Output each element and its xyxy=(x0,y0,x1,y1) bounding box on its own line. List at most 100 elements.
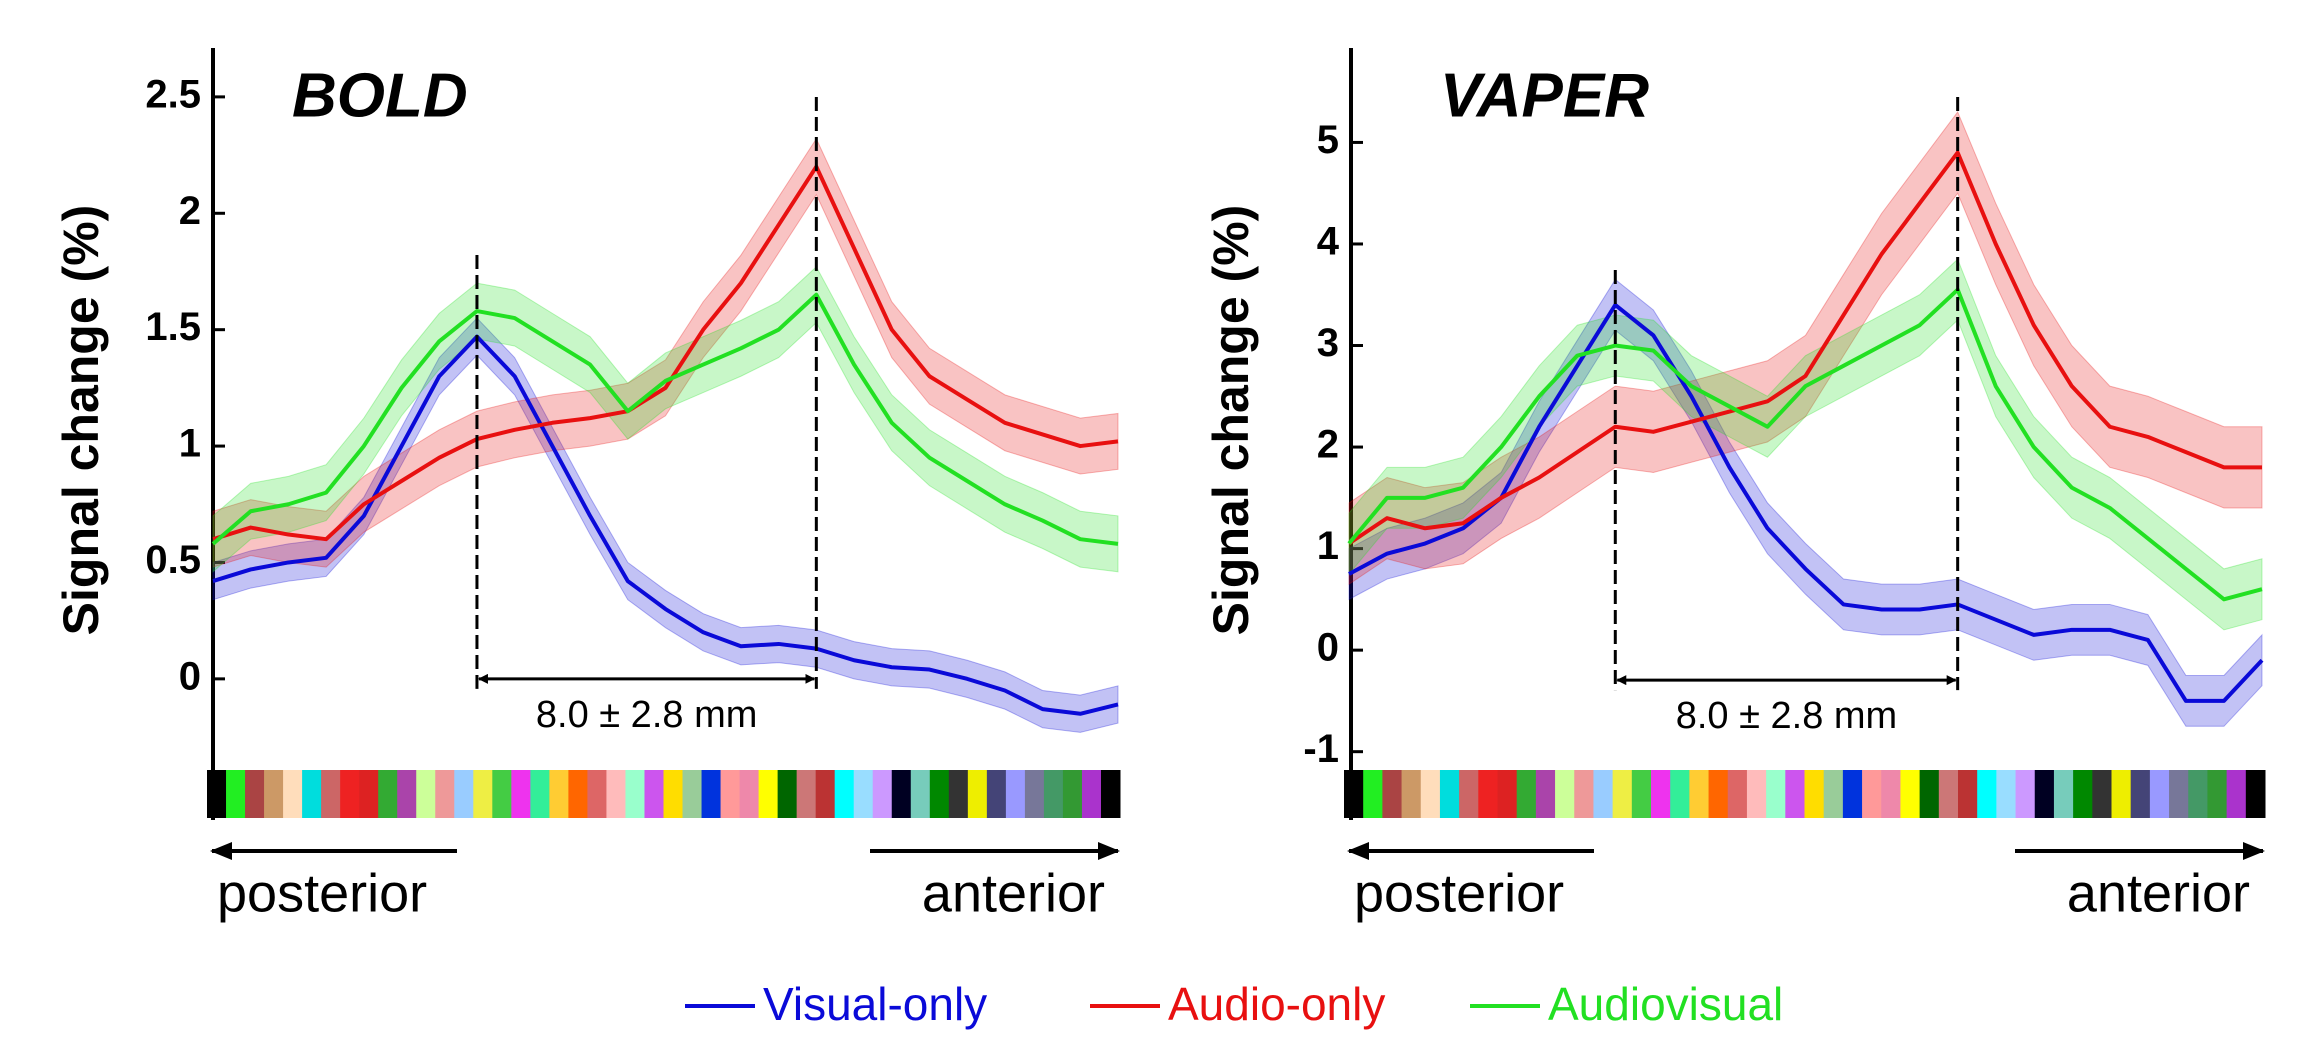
depth-strip-cell xyxy=(758,770,779,818)
depth-strip-cell xyxy=(853,770,874,818)
y-axis-label: Signal change (%) xyxy=(53,205,109,636)
depth-strip-cell xyxy=(834,770,855,818)
depth-strip-cell xyxy=(1823,770,1844,818)
depth-strip-cell xyxy=(739,770,760,818)
depth-strip-cell xyxy=(1804,770,1825,818)
legend-label: Audio-only xyxy=(1168,978,1385,1030)
depth-strip-cell xyxy=(549,770,569,818)
depth-strip-cell xyxy=(2149,770,2170,818)
error-band xyxy=(212,317,1119,733)
y-axis-label: Signal change (%) xyxy=(1203,205,1259,636)
y-tick-label: 0.5 xyxy=(145,538,201,582)
posterior-label: posterior xyxy=(217,863,427,923)
depth-strip-cell xyxy=(511,770,531,818)
depth-strip-cell xyxy=(378,770,398,818)
depth-strip-cell xyxy=(321,770,341,818)
error-band xyxy=(1348,278,2263,727)
y-tick-label: 5 xyxy=(1317,118,1339,162)
depth-strip-cell xyxy=(1535,770,1556,818)
depth-strip-cell xyxy=(1478,770,1498,818)
depth-strip-cell xyxy=(1612,770,1633,818)
depth-strip-cell xyxy=(663,770,684,818)
error-band xyxy=(1348,258,2263,631)
depth-strip-cell xyxy=(2034,770,2055,818)
depth-strip-cell xyxy=(435,770,455,818)
depth-strip-cell xyxy=(1958,770,1978,818)
legend-label: Audiovisual xyxy=(1548,978,1783,1030)
depth-strip-cell xyxy=(1401,770,1422,818)
depth-strip-cell xyxy=(416,770,436,818)
depth-strip-cell xyxy=(1459,770,1479,818)
depth-strip-cell xyxy=(2092,770,2112,818)
depth-strip-cell xyxy=(1727,770,1748,818)
depth-strip-cell xyxy=(397,770,417,818)
depth-strip-cell xyxy=(1062,770,1083,818)
depth-strip-cell xyxy=(1881,770,1901,818)
depth-strip-cell xyxy=(1900,770,1921,818)
y-tick-label: 1 xyxy=(1317,524,1339,568)
anterior-label: anterior xyxy=(922,863,1105,923)
depth-strip-cell xyxy=(2053,770,2074,818)
depth-strip-cell xyxy=(644,770,664,818)
depth-strip-cell xyxy=(1344,770,1364,818)
anterior-label: anterior xyxy=(2067,863,2250,923)
depth-strip-cell xyxy=(1842,770,1863,818)
depth-strip-cell xyxy=(815,770,836,818)
depth-strip-cell xyxy=(910,770,931,818)
depth-strip-cell xyxy=(1024,770,1045,818)
depth-strip-cell xyxy=(530,770,550,818)
depth-strip-cell xyxy=(207,770,227,818)
depth-strip-cell xyxy=(891,770,912,818)
depth-strip-cell xyxy=(473,770,493,818)
depth-strip-cell xyxy=(1516,770,1537,818)
depth-strip-cell xyxy=(264,770,284,818)
depth-strip-cell xyxy=(1631,770,1652,818)
y-tick-label: 1.5 xyxy=(145,305,201,349)
depth-strip-cell xyxy=(1100,770,1121,818)
depth-strip-cell xyxy=(2015,770,2036,818)
depth-strip-cell xyxy=(2226,770,2247,818)
depth-strip-cell xyxy=(1862,770,1882,818)
depth-strip-cell xyxy=(1670,770,1690,818)
depth-strip-cell xyxy=(1555,770,1575,818)
depth-strip-cell xyxy=(454,770,474,818)
depth-strip-cell xyxy=(340,770,360,818)
depth-strip-cell xyxy=(682,770,703,818)
depth-strip-cell xyxy=(1497,770,1518,818)
series-line xyxy=(1347,287,2263,602)
depth-strip-cell xyxy=(568,770,588,818)
series-line xyxy=(212,334,1119,716)
y-tick-label: 4 xyxy=(1317,220,1340,264)
depth-strip-cell xyxy=(245,770,265,818)
depth-strip-cell xyxy=(777,770,798,818)
depth-strip-cell xyxy=(1005,770,1026,818)
depth-strip-cell xyxy=(720,770,741,818)
depth-strip-cell xyxy=(283,770,303,818)
depth-strip-cell xyxy=(302,770,322,818)
chart-title: BOLD xyxy=(292,61,468,130)
depth-strip-cell xyxy=(2188,770,2208,818)
depth-strip-cell xyxy=(1439,770,1460,818)
depth-strip-cell xyxy=(492,770,512,818)
depth-strip-cell xyxy=(226,770,246,818)
interval-label: 8.0 ± 2.8 mm xyxy=(536,694,758,736)
y-tick-label: 1 xyxy=(179,422,201,466)
depth-strip-cell xyxy=(625,770,645,818)
chart-title: VAPER xyxy=(1440,61,1649,130)
y-tick-label: 2 xyxy=(1317,423,1339,467)
series-line xyxy=(1347,150,2262,546)
series-line xyxy=(212,164,1119,542)
depth-strip-cell xyxy=(1651,770,1671,818)
y-tick-label: 2.5 xyxy=(145,72,201,116)
posterior-label: posterior xyxy=(1354,863,1564,923)
depth-strip-cell xyxy=(2245,770,2266,818)
y-tick-label: 0 xyxy=(1317,626,1339,670)
error-band xyxy=(1348,110,2263,586)
y-tick-label: 2 xyxy=(179,189,201,233)
series-line xyxy=(211,292,1119,546)
depth-strip-cell xyxy=(1689,770,1710,818)
depth-strip-cell xyxy=(1977,770,1997,818)
y-tick-label: -1 xyxy=(1303,727,1339,771)
